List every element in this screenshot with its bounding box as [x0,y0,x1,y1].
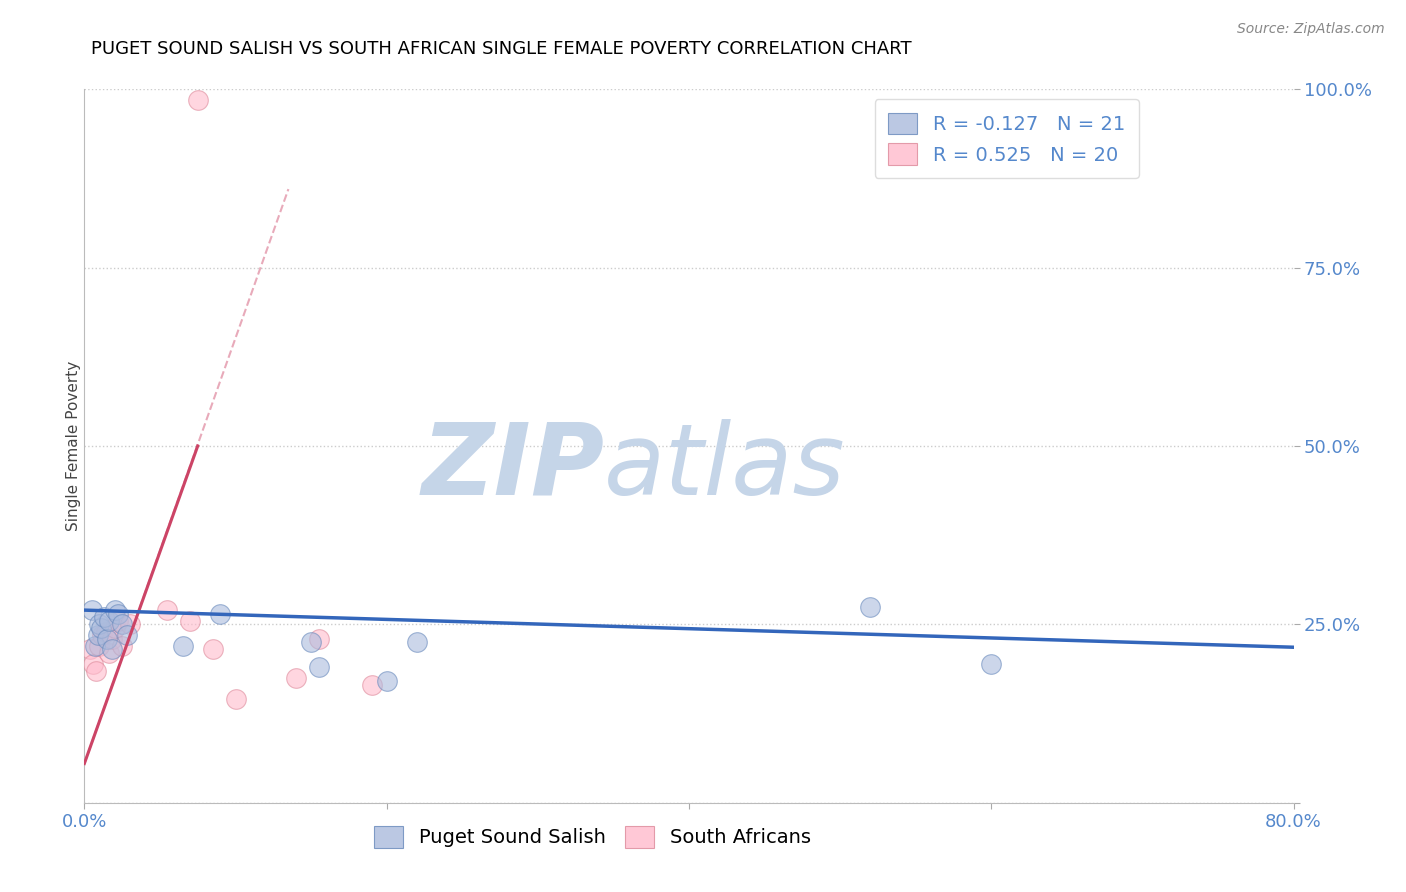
Point [104,621,127,635]
Point [299,635,322,649]
Point [89,639,111,653]
Point [107,614,129,628]
Legend: Puget Sound Salish, South Africans: Puget Sound Salish, South Africans [364,817,820,857]
Point [89,617,111,632]
Point [107,607,129,621]
Point [375,674,398,689]
Point [118,617,141,632]
Point [308,632,330,646]
Point [111,617,134,632]
Y-axis label: Single Female Poverty: Single Female Poverty [66,361,80,531]
Point [360,678,382,692]
Point [87,628,110,642]
Point [79,642,101,657]
Text: Source: ZipAtlas.com: Source: ZipAtlas.com [1237,22,1385,37]
Point [97,614,120,628]
Text: PUGET SOUND SALISH VS SOUTH AFRICAN SINGLE FEMALE POVERTY CORRELATION CHART: PUGET SOUND SALISH VS SOUTH AFRICAN SING… [91,40,912,58]
Point [91,628,114,642]
Point [80,603,103,617]
Point [308,660,330,674]
Point [225,692,247,706]
Text: ZIP: ZIP [422,419,605,516]
Point [104,603,127,617]
Point [100,642,122,657]
Point [84,639,107,653]
Point [172,639,194,653]
Point [82,657,104,671]
Point [209,607,232,621]
Point [201,642,224,657]
Point [179,614,201,628]
Point [156,603,179,617]
Point [980,657,1002,671]
Point [97,646,120,660]
Point [115,628,138,642]
Point [859,599,882,614]
Point [94,624,117,639]
Point [406,635,429,649]
Point [93,610,115,624]
Point [86,664,108,678]
Point [90,621,112,635]
Point [187,93,209,107]
Text: atlas: atlas [605,419,846,516]
Point [285,671,308,685]
Point [100,632,122,646]
Point [111,639,134,653]
Point [96,632,118,646]
